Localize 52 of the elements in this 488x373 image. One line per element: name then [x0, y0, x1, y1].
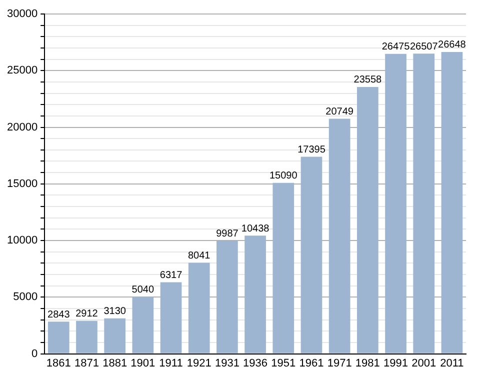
x-tick-label: 1981 [355, 357, 380, 370]
data-label: 23558 [354, 74, 382, 86]
bar [272, 182, 294, 354]
bar [160, 282, 182, 354]
y-tick-label: 10000 [6, 234, 38, 247]
data-label: 26475 [382, 42, 410, 53]
bar [328, 118, 350, 354]
data-label: 5040 [132, 284, 154, 296]
data-label: 10438 [241, 223, 270, 234]
data-label: 20749 [326, 106, 354, 118]
data-label: 8041 [188, 250, 211, 262]
x-tick-label: 2011 [440, 357, 464, 370]
x-tick-label: 1951 [271, 357, 296, 370]
data-label: 26507 [410, 41, 438, 52]
data-label: 6317 [160, 270, 183, 281]
bar [104, 318, 126, 354]
data-label: 3130 [104, 306, 126, 318]
data-label: 17395 [298, 144, 326, 156]
x-tick-label: 1861 [46, 357, 71, 370]
x-tick-label: 1901 [130, 357, 156, 370]
y-tick-label: 25000 [6, 64, 38, 77]
x-tick-label: 1921 [186, 357, 212, 370]
x-tick-label: 1871 [74, 357, 99, 370]
bar [76, 320, 98, 354]
x-tick-label: 1991 [384, 357, 408, 370]
data-label: 2912 [76, 308, 98, 320]
bar [300, 156, 322, 354]
x-tick-label: 1936 [243, 357, 268, 370]
x-tick-label: 1911 [159, 357, 183, 370]
data-label: 26648 [438, 40, 466, 51]
data-label: 15090 [269, 170, 298, 182]
y-tick-label: 15000 [6, 178, 38, 190]
bar [216, 240, 238, 354]
data-label: 9987 [216, 228, 239, 240]
bar [132, 296, 154, 354]
bar [244, 236, 266, 354]
y-tick-label: 20000 [6, 121, 38, 134]
x-tick-label: 1881 [102, 357, 128, 370]
y-tick-label: 30000 [6, 8, 38, 20]
bar [441, 52, 463, 354]
x-tick-label: 1931 [214, 357, 240, 370]
bar [413, 54, 435, 354]
data-label: 2843 [48, 309, 70, 320]
x-tick-label: 2001 [412, 357, 436, 370]
bar [48, 322, 70, 354]
bar [188, 262, 210, 354]
x-tick-label: 1971 [327, 357, 352, 370]
x-tick-label: 1961 [299, 357, 324, 370]
y-tick-label: 5000 [13, 291, 38, 304]
y-tick-label: 0 [31, 348, 38, 360]
bar [385, 54, 406, 354]
bar [356, 86, 378, 354]
